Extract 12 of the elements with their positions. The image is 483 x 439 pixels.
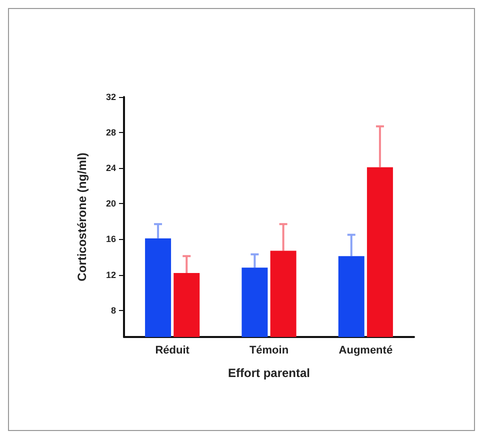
y-tick-label: 20 — [106, 198, 116, 209]
y-tick-label: 32 — [106, 92, 116, 102]
y-tick-label: 16 — [106, 234, 116, 244]
x-tick-label: Augmenté — [338, 344, 393, 356]
x-tick-label: Témoin — [249, 344, 289, 356]
y-tick-label: 28 — [106, 128, 116, 138]
y-axis-title: Corticostérone (ng/ml) — [75, 152, 89, 282]
x-tick-label: Réduit — [155, 344, 190, 356]
y-tick-label: 12 — [106, 270, 116, 280]
y-tick-label: 8 — [110, 305, 116, 316]
x-axis-title: Effort parental — [228, 366, 310, 380]
y-tick-label: 24 — [106, 163, 116, 174]
